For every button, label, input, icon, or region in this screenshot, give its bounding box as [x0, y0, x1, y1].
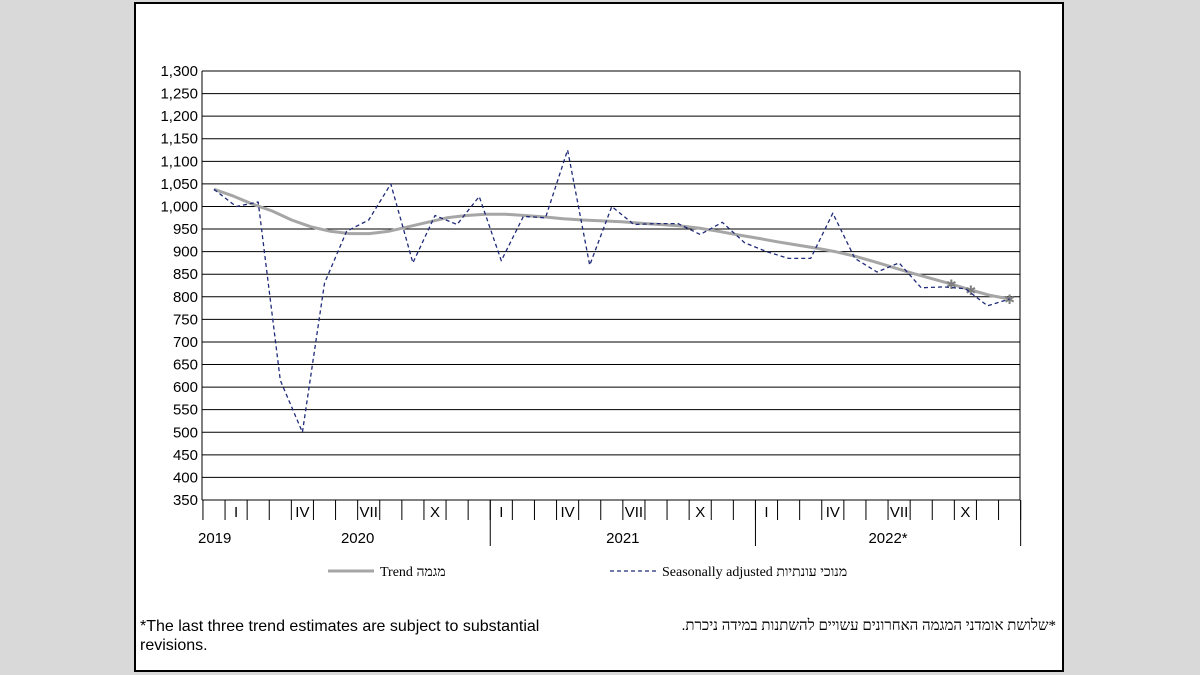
x-month-label: I — [234, 504, 238, 521]
y-tick-label: 400 — [173, 469, 198, 486]
footnote-hebrew: *שלושת אומדני המגמה האחרונים עשויים להשת… — [681, 618, 1056, 634]
y-tick-label: 900 — [173, 244, 198, 261]
x-month-label: VII — [360, 504, 378, 521]
y-tick-label: 800 — [173, 289, 198, 306]
y-tick-label: 750 — [173, 311, 198, 328]
x-month-label: X — [960, 504, 970, 521]
x-month-label: I — [499, 504, 503, 521]
y-tick-label: 1,150 — [160, 131, 198, 148]
x-year-label: 2019 — [198, 530, 231, 547]
y-tick-label: 1,050 — [160, 176, 198, 193]
y-tick-label: 650 — [173, 357, 198, 374]
series-line-trend — [213, 187, 1010, 301]
x-year-label: 2022* — [868, 530, 907, 547]
x-year-label: 2020 — [341, 530, 374, 547]
x-month-label: X — [695, 504, 705, 521]
x-year-label: 2021 — [606, 530, 639, 547]
y-tick-label: 600 — [173, 379, 198, 396]
y-tick-label: 500 — [173, 424, 198, 441]
legend-label-trend: Trend מגמה — [380, 565, 446, 580]
y-tick-label: 350 — [173, 492, 198, 509]
y-tick-label: 1,000 — [160, 198, 198, 215]
x-month-label: I — [764, 504, 768, 521]
x-month-label: VII — [890, 504, 908, 521]
y-tick-label: 850 — [173, 266, 198, 283]
y-tick-label: 950 — [173, 221, 198, 238]
y-tick-label: 1,200 — [160, 108, 198, 125]
y-tick-label: 450 — [173, 447, 198, 464]
line-chart: 350 400 450 500 550 600 650 700 750 800 850 900 950 1… — [160, 63, 1022, 580]
y-tick-label: 550 — [173, 402, 198, 419]
estimate-marker: ✱ — [965, 283, 976, 298]
x-month-label: IV — [826, 504, 840, 521]
y-tick-label: 700 — [173, 334, 198, 351]
y-tick-label: 1,300 — [160, 63, 198, 80]
x-month-label: IV — [561, 504, 575, 521]
estimate-marker: ✱ — [946, 277, 957, 292]
x-month-label: X — [430, 504, 440, 521]
series-line-seasonally_adjusted — [213, 149, 1010, 433]
x-month-label: VII — [625, 504, 643, 521]
legend-label-seasonally_adjusted: Seasonally adjusted מנוכי עונתיות — [662, 565, 847, 580]
y-tick-label: 1,250 — [160, 86, 198, 103]
footnote-english: *The last three trend estimates are subj… — [140, 618, 540, 654]
chart-frame: 350 400 450 500 550 600 650 700 750 800 850 900 950 1… — [134, 2, 1064, 672]
y-tick-label: 1,100 — [160, 153, 198, 170]
x-month-label: IV — [295, 504, 309, 521]
